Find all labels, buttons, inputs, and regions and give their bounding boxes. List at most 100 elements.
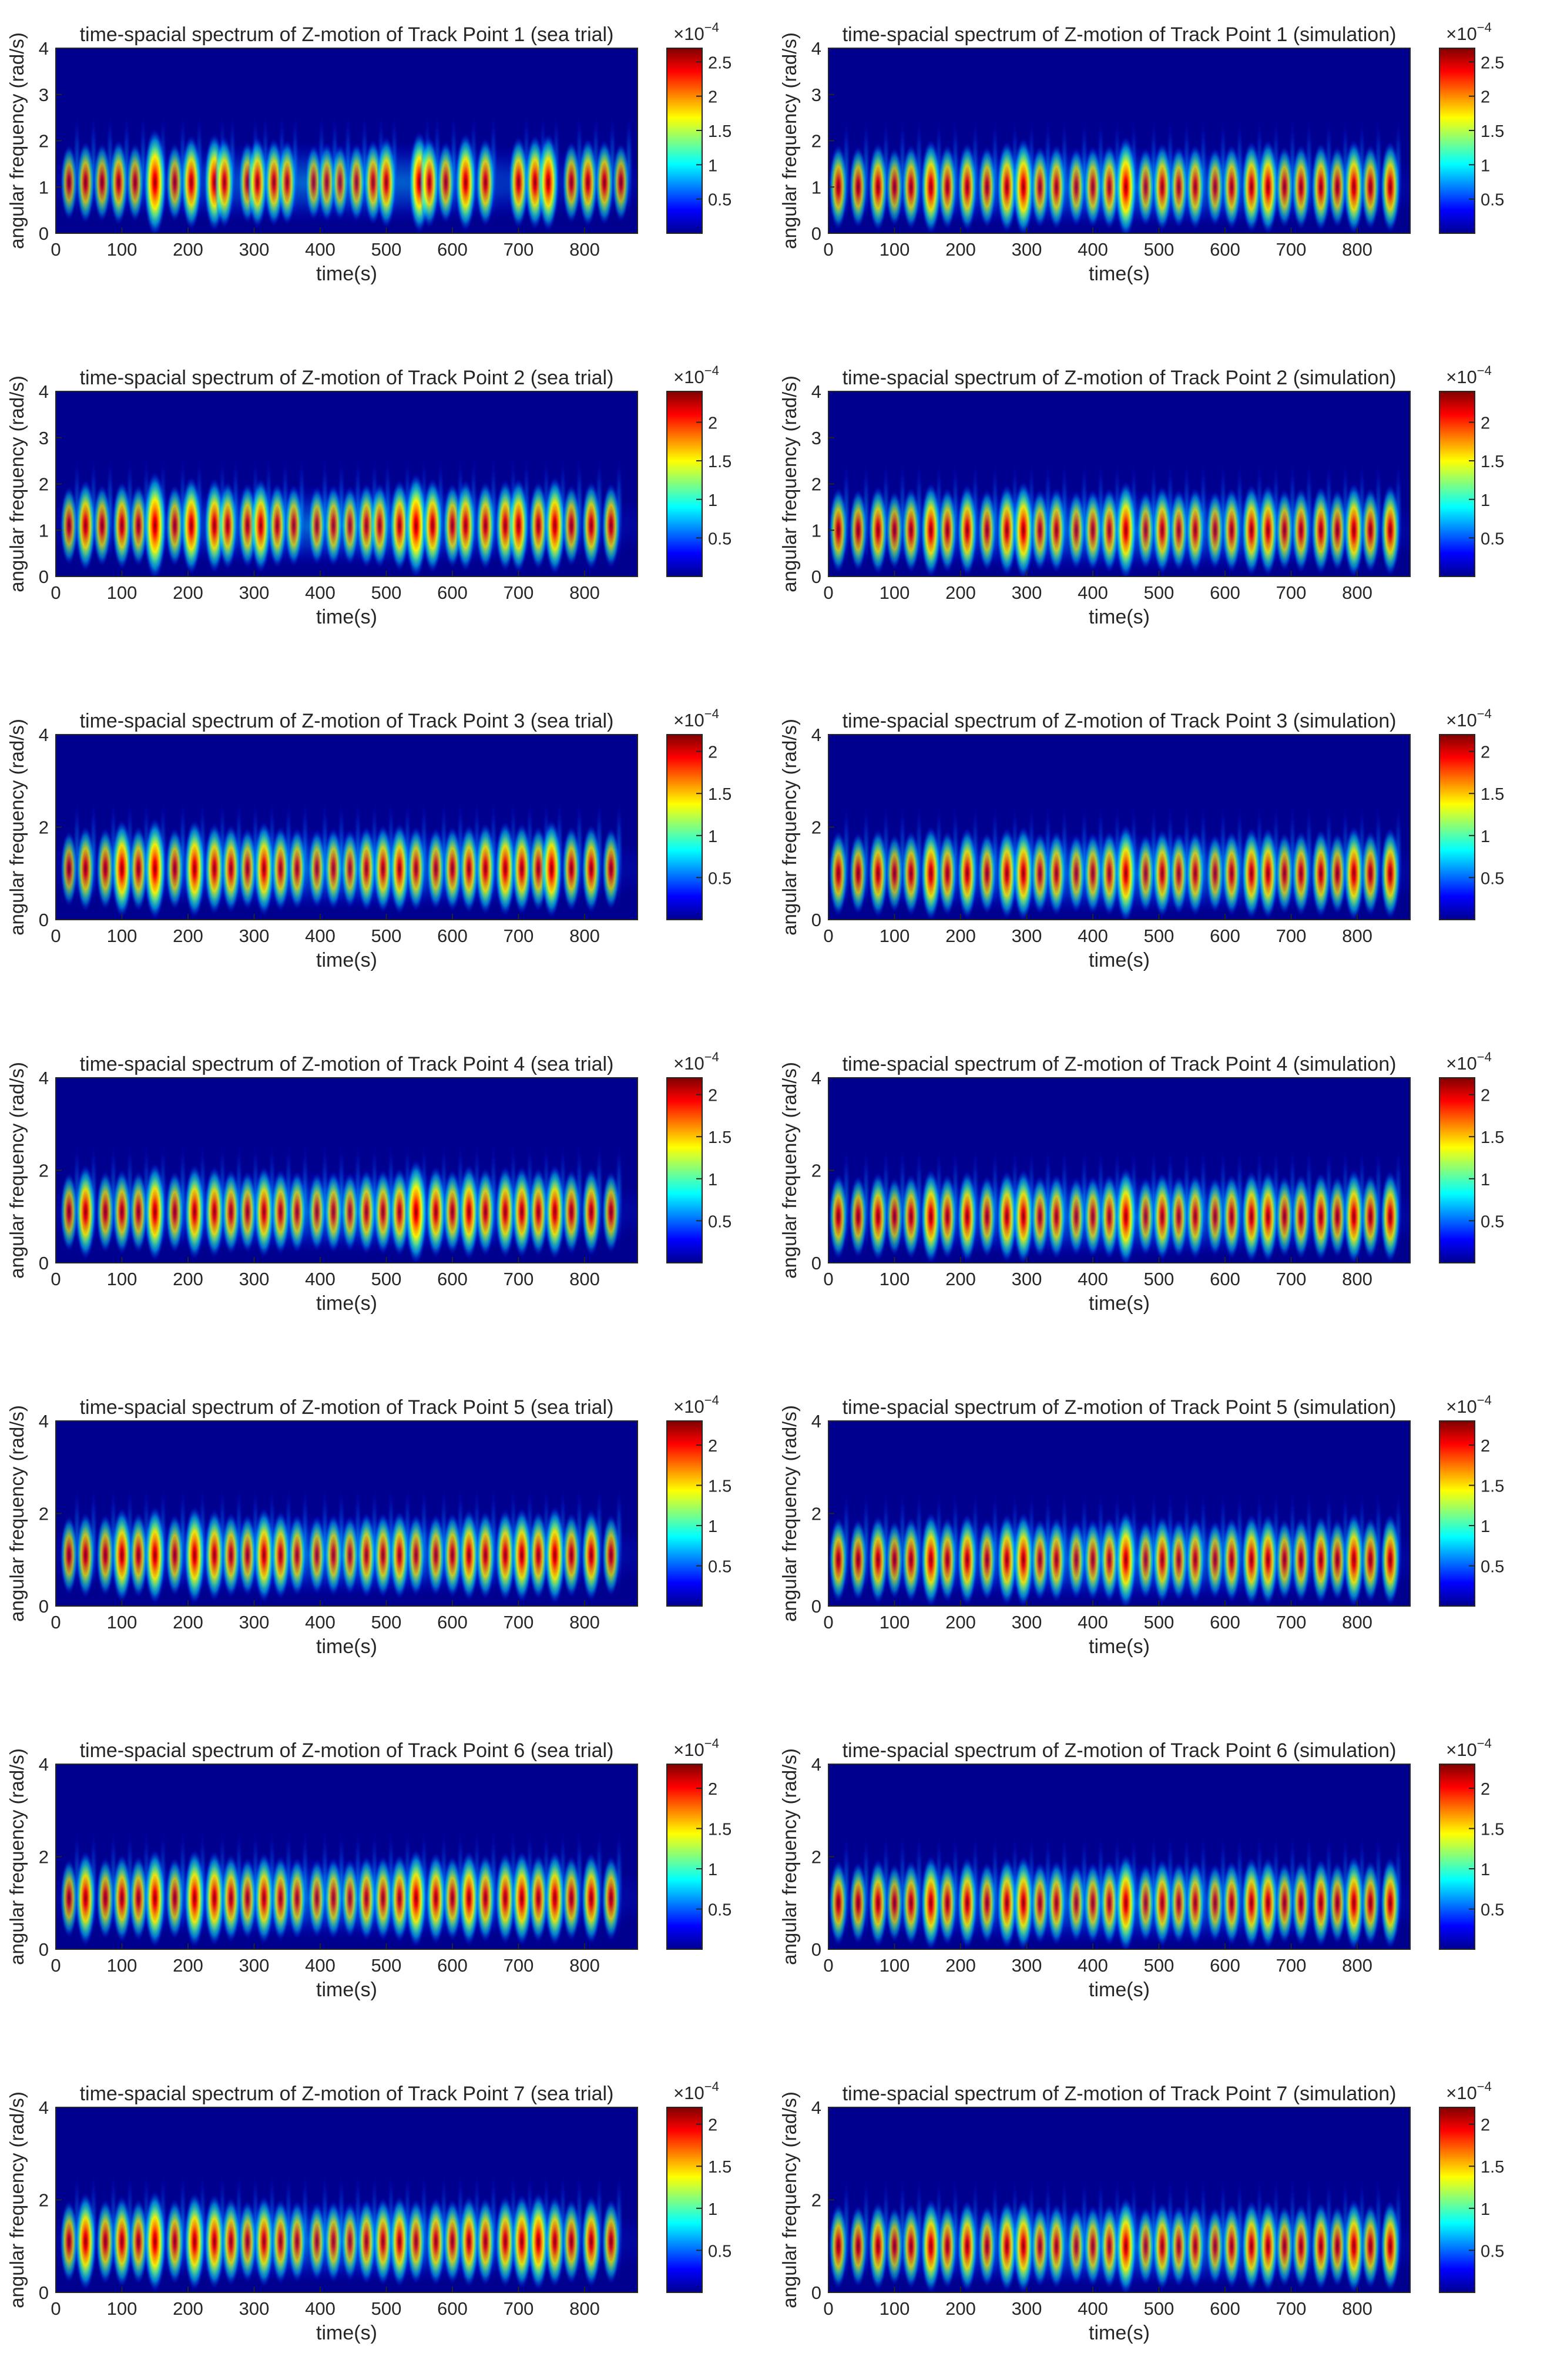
x-tick-label: 400 [305, 582, 335, 603]
spectrum-peak [602, 482, 620, 569]
spectrum-peak [308, 829, 326, 909]
x-axis-label: time(s) [1089, 606, 1150, 628]
colorbar [1439, 48, 1475, 234]
spectrum-peak [390, 1853, 410, 1943]
spectrum-peak [578, 138, 598, 227]
spectrum-peak [1047, 1517, 1066, 1603]
colorbar [666, 2107, 703, 2293]
x-tick-label: 700 [504, 239, 534, 260]
spectrum-peak [443, 1855, 462, 1942]
spectrum-peak [1328, 1518, 1347, 1601]
y-tick-label: 4 [39, 725, 49, 745]
chart-panel: time-spacial spectrum of Z-motion of Tra… [778, 1393, 1504, 1658]
spectrum-peak [1137, 1520, 1155, 1600]
colorbar-tick-label: 2 [1481, 88, 1490, 107]
x-tick-label: 200 [945, 239, 976, 260]
spectrum-peak [405, 1159, 428, 1263]
spectrum-peak [204, 1165, 224, 1258]
colorbar-exponent: ×10−4 [1446, 1393, 1492, 1417]
colorbar-tick-label: 1.5 [708, 122, 731, 141]
colorbar-tick-label: 1 [1481, 1171, 1490, 1189]
spectrum-peak [544, 476, 566, 575]
spectrum-peak [1083, 489, 1102, 572]
y-tick-label: 0 [811, 1596, 821, 1617]
x-tick-label: 500 [371, 1612, 402, 1633]
spectrum-peak [341, 485, 359, 565]
chart-panel: time-spacial spectrum of Z-motion of Tra… [6, 363, 731, 628]
colorbar-tick-label: 0.5 [1481, 869, 1504, 888]
spectrum-peak [1222, 2203, 1241, 2290]
heatmap-area [828, 48, 1410, 233]
spectrum-peak [407, 2198, 426, 2285]
heatmap-area [56, 1421, 637, 1606]
spectrum-peak [455, 479, 476, 572]
colorbar-exponent: ×10−4 [673, 20, 719, 44]
spectrum-peak [544, 1164, 565, 1260]
x-tick-label: 200 [173, 1612, 203, 1633]
spectrum-peak [528, 1853, 548, 1943]
colorbar-tick-label: 2.5 [1481, 53, 1504, 72]
x-tick-label: 100 [107, 1269, 137, 1289]
spectrum-peak [595, 139, 614, 226]
spectrum-peak [957, 1513, 978, 1606]
x-tick-label: 600 [437, 582, 468, 603]
spectrum-peak [184, 1506, 206, 1605]
spectrum-peak [978, 1862, 996, 1945]
colorbar-tick-label: 1.5 [708, 452, 731, 471]
spectrum-peak [1311, 1858, 1331, 1947]
spectrum-peak [1152, 142, 1172, 232]
x-tick-label: 800 [1342, 1612, 1372, 1633]
spectrum-peak [978, 2205, 996, 2288]
spectrum-peak [957, 1856, 978, 1949]
chart-title: time-spacial spectrum of Z-motion of Tra… [80, 24, 614, 46]
y-tick-label: 3 [39, 428, 49, 448]
y-tick-label: 0 [39, 223, 49, 244]
spectrum-peak [373, 824, 393, 914]
y-tick-label: 1 [39, 177, 49, 197]
spectrum-peak [1186, 1860, 1205, 1946]
spectrum-peak [528, 481, 548, 571]
spectrum-peak [1137, 1863, 1155, 1943]
chart-title: time-spacial spectrum of Z-motion of Tra… [80, 1739, 614, 1762]
heatmap-area [828, 735, 1410, 920]
chart-title: time-spacial spectrum of Z-motion of Tra… [843, 710, 1397, 732]
x-tick-label: 100 [107, 926, 137, 946]
colorbar-tick-label: 2 [708, 88, 717, 107]
spectrum-peak [602, 2198, 620, 2285]
y-tick-label: 4 [39, 38, 49, 59]
colorbar [1439, 391, 1475, 577]
spectrum-peak [1067, 1520, 1085, 1600]
spectrum-peak [144, 1506, 166, 1605]
spectrum-peak [1083, 146, 1102, 229]
spectrum-peak [541, 819, 562, 919]
x-tick-label: 200 [173, 2298, 203, 2319]
x-tick-label: 600 [437, 1269, 468, 1289]
spectrum-peak [238, 1857, 257, 1940]
y-tick-label: 0 [811, 223, 821, 244]
spectrum-peak [112, 1169, 132, 1255]
spectrum-peak [1275, 1862, 1294, 1945]
spectrum-peak [112, 481, 132, 571]
spectrum-peak [512, 822, 532, 915]
x-tick-label: 200 [173, 926, 203, 946]
spectrum-peak [1115, 481, 1137, 576]
spectrum-peak [254, 1852, 274, 1945]
spectrum-peak [129, 1855, 148, 1942]
spectrum-peak [271, 826, 290, 912]
colorbar-exponent: ×10−4 [1446, 2079, 1492, 2103]
spectrum-peak [318, 142, 336, 222]
spectrum-peak [271, 1855, 290, 1942]
chart-panel: time-spacial spectrum of Z-motion of Tra… [778, 1050, 1504, 1315]
spectrum-peak [828, 1174, 848, 1260]
colorbar [1439, 1077, 1475, 1263]
spectrum-peak [96, 1514, 115, 1597]
spectrum-peak [238, 827, 257, 910]
colorbar-tick-label: 1.5 [708, 1477, 731, 1496]
spectrum-peak [373, 1169, 392, 1255]
spectrum-peak [1047, 1174, 1066, 1260]
spectrum-peak [422, 478, 443, 574]
spectrum-peak [144, 1849, 166, 1948]
x-tick-label: 400 [1078, 239, 1108, 260]
spectrum-peak [1100, 830, 1119, 917]
spectrum-peak [1291, 1517, 1311, 1603]
